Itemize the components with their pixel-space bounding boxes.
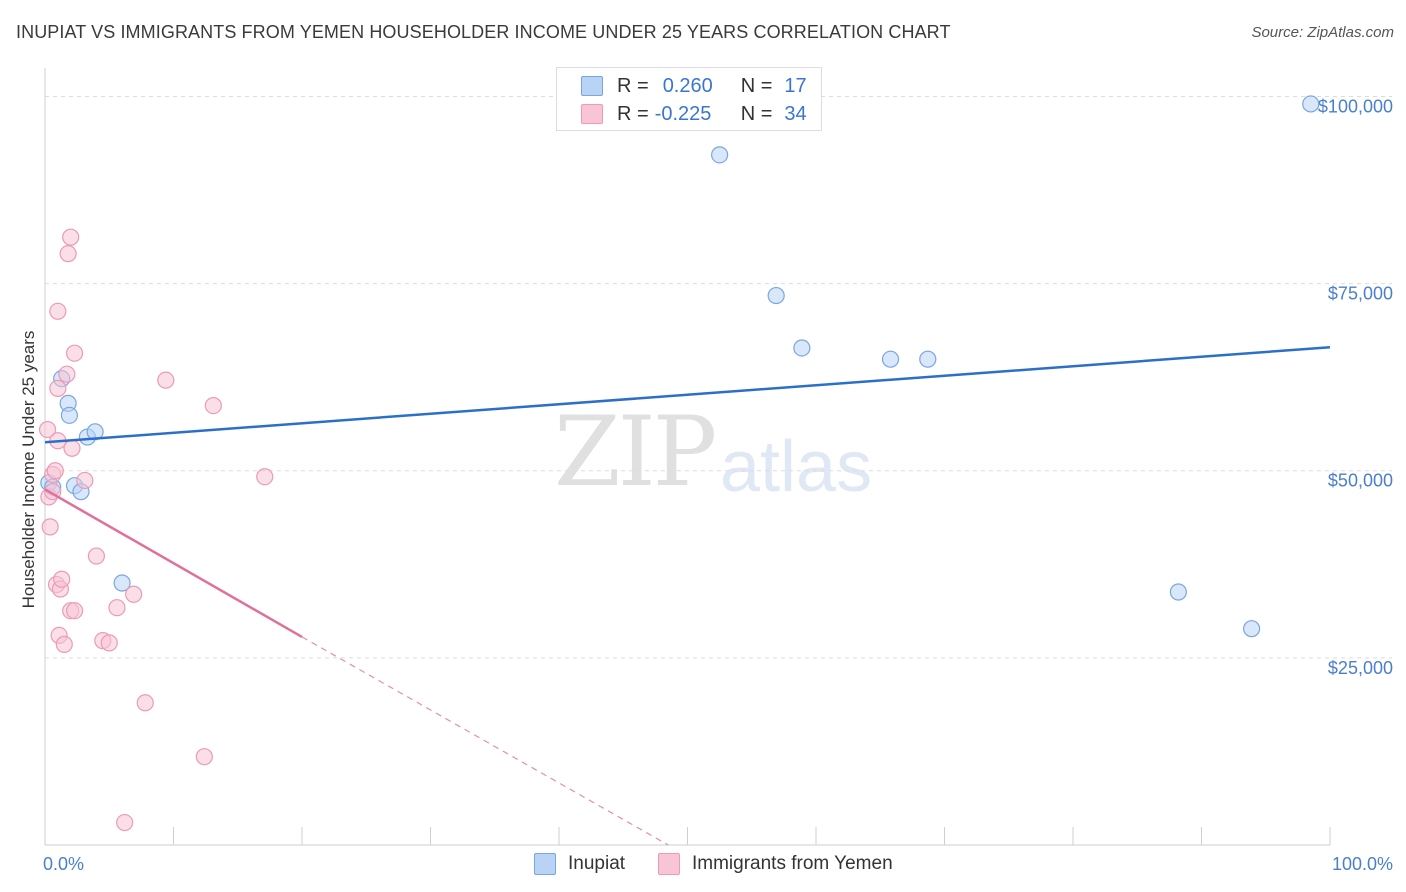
legend-row-inupiat: R = 0.260 N = 17 — [581, 73, 807, 99]
point-yemen — [65, 344, 84, 362]
point-yemen — [195, 748, 213, 766]
point-inupiat — [1243, 620, 1261, 638]
bottom-legend-label-inupiat: Inupiat — [568, 853, 626, 874]
point-yemen — [49, 379, 67, 397]
bottom-swatch-yemen — [658, 853, 680, 875]
legend-r-value: 0.260 — [662, 74, 713, 97]
point-yemen — [62, 228, 80, 246]
bottom-legend-yemen: Immigrants from Yemen — [658, 851, 893, 877]
point-yemen — [108, 599, 126, 617]
point-yemen — [100, 634, 118, 652]
point-yemen — [38, 420, 57, 439]
bottom-legend-inupiat: Inupiat — [534, 851, 625, 877]
point-yemen — [63, 439, 81, 457]
legend-n-value: 34 — [784, 102, 807, 125]
point-yemen — [49, 302, 67, 320]
point-inupiat — [919, 350, 937, 368]
point-yemen — [204, 397, 222, 415]
point-yemen — [59, 245, 77, 263]
trendline-extension-yemen — [301, 636, 669, 846]
point-yemen — [46, 462, 64, 480]
point-inupiat — [793, 339, 811, 357]
trendline-yemen — [44, 488, 303, 638]
legend-n-value: 17 — [784, 74, 807, 97]
legend-n-label: N = — [740, 102, 773, 125]
point-yemen — [41, 518, 59, 536]
stats-legend: R = 0.260 N = 17 R = -0.225 N = 34 — [556, 67, 822, 131]
point-yemen — [136, 694, 154, 712]
source-label: Source: ZipAtlas.com — [1251, 24, 1394, 41]
point-yemen — [256, 468, 274, 486]
watermark-zip: ZIP — [554, 396, 717, 508]
bottom-legend-label-yemen: Immigrants from Yemen — [692, 853, 893, 874]
point-yemen — [125, 585, 143, 603]
point-inupiat — [711, 146, 729, 164]
point-inupiat — [881, 350, 900, 368]
point-inupiat — [1169, 583, 1187, 601]
point-yemen — [53, 570, 71, 588]
x-tick-label-min: 0.0% — [43, 854, 84, 874]
y-tick-label: $25,000 — [1328, 658, 1393, 678]
point-yemen — [65, 602, 84, 620]
point-yemen — [157, 371, 175, 389]
point-inupiat — [1302, 95, 1320, 113]
point-yemen — [76, 471, 94, 490]
point-yemen — [58, 365, 76, 383]
bottom-swatch-inupiat — [534, 853, 556, 875]
legend-row-yemen: R = -0.225 N = 34 — [581, 101, 807, 127]
y-tick-label: $100,000 — [1318, 96, 1393, 116]
point-yemen — [87, 547, 106, 565]
point-yemen — [116, 813, 134, 832]
y-axis-title: Householder Income Under 25 years — [19, 331, 38, 609]
legend-r-value: -0.225 — [654, 102, 712, 125]
legend-r-label: R = — [617, 102, 649, 125]
x-tick-label-max: 100.0% — [1332, 854, 1393, 874]
chart-title: INUPIAT VS IMMIGRANTS FROM YEMEN HOUSEHO… — [16, 22, 951, 42]
legend-r-label: R = — [617, 74, 649, 97]
y-tick-label: $50,000 — [1328, 471, 1393, 491]
point-inupiat — [113, 574, 131, 592]
y-tick-label: $75,000 — [1328, 284, 1393, 304]
point-inupiat — [60, 406, 79, 424]
trendline-inupiat — [44, 345, 1331, 444]
point-yemen — [55, 635, 73, 653]
watermark-atlas: atlas — [720, 427, 873, 507]
legend-swatch-yemen — [581, 104, 603, 124]
point-inupiat — [767, 286, 785, 305]
legend-swatch-inupiat — [581, 76, 603, 96]
legend-n-label: N = — [740, 74, 773, 97]
